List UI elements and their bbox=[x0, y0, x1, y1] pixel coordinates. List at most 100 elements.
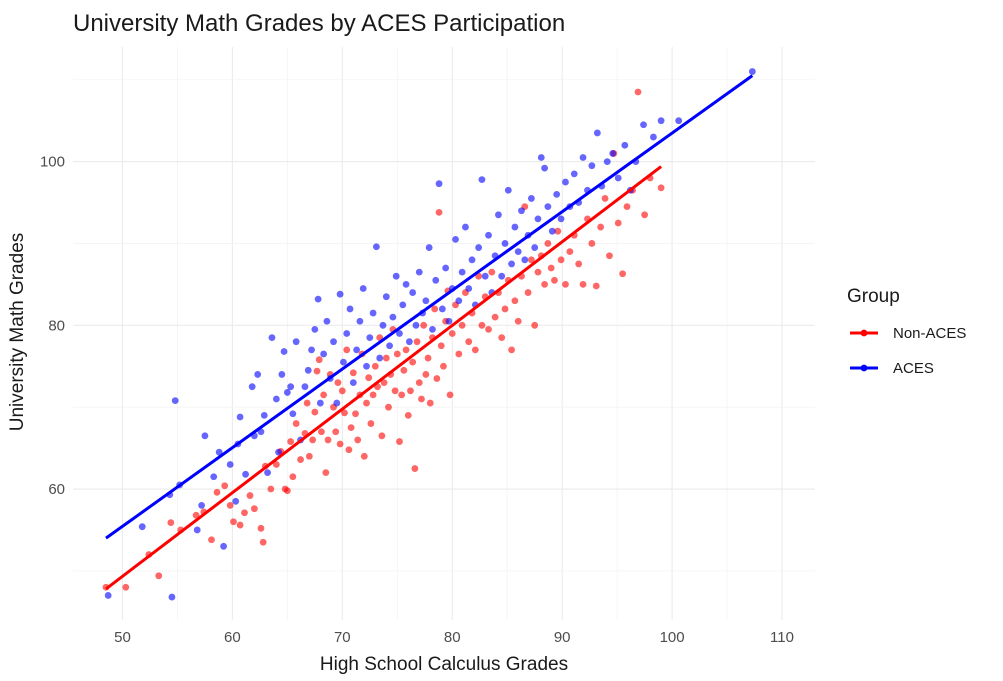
point-aces bbox=[521, 256, 529, 264]
point-non-aces bbox=[352, 410, 359, 418]
point-aces bbox=[452, 235, 459, 243]
y-axis-ticks: 60 80 100 bbox=[40, 154, 65, 498]
point-aces bbox=[369, 309, 377, 317]
point-non-aces bbox=[431, 305, 439, 313]
point-non-aces bbox=[641, 211, 649, 219]
point-aces bbox=[422, 297, 430, 305]
point-non-aces bbox=[122, 583, 130, 591]
point-non-aces bbox=[320, 391, 328, 399]
fit-line-aces bbox=[105, 74, 754, 540]
point-non-aces bbox=[230, 518, 237, 526]
point-non-aces bbox=[579, 280, 587, 288]
point-aces bbox=[485, 231, 492, 239]
point-aces bbox=[495, 211, 502, 219]
point-non-aces bbox=[371, 362, 379, 370]
point-aces bbox=[399, 301, 407, 309]
point-aces bbox=[379, 321, 387, 329]
point-non-aces bbox=[324, 436, 332, 444]
point-aces bbox=[579, 154, 587, 161]
point-aces bbox=[104, 592, 112, 599]
point-non-aces bbox=[297, 456, 304, 463]
point-non-aces bbox=[305, 452, 313, 460]
point-non-aces bbox=[322, 469, 330, 477]
point-non-aces bbox=[311, 408, 319, 416]
point-non-aces bbox=[192, 511, 200, 519]
point-non-aces bbox=[547, 264, 555, 272]
point-non-aces bbox=[448, 330, 456, 337]
point-aces bbox=[531, 244, 539, 251]
fit-line-non-aces bbox=[105, 165, 663, 591]
point-non-aces bbox=[226, 502, 234, 509]
point-aces bbox=[498, 272, 506, 280]
point-aces bbox=[308, 346, 315, 354]
point-aces bbox=[514, 248, 522, 256]
point-non-aces bbox=[250, 505, 258, 513]
point-non-aces bbox=[272, 461, 280, 468]
point-non-aces bbox=[360, 452, 368, 460]
point-aces bbox=[280, 348, 288, 355]
point-non-aces bbox=[501, 305, 509, 313]
y-tick-label: 80 bbox=[48, 317, 65, 334]
point-aces bbox=[501, 240, 509, 247]
point-non-aces bbox=[562, 280, 569, 288]
point-non-aces bbox=[267, 485, 275, 493]
point-non-aces bbox=[491, 313, 499, 321]
point-aces bbox=[504, 186, 512, 194]
point-aces bbox=[412, 321, 420, 329]
point-aces bbox=[292, 338, 300, 346]
point-aces bbox=[314, 295, 322, 303]
point-non-aces bbox=[592, 282, 600, 290]
data-points bbox=[102, 68, 756, 601]
point-non-aces bbox=[634, 88, 642, 96]
point-non-aces bbox=[511, 297, 519, 305]
point-non-aces bbox=[455, 350, 463, 358]
point-aces bbox=[330, 338, 337, 346]
point-non-aces bbox=[407, 387, 414, 395]
point-aces bbox=[675, 117, 683, 125]
point-non-aces bbox=[292, 420, 300, 427]
point-aces bbox=[650, 133, 657, 141]
point-aces bbox=[171, 397, 179, 405]
point-aces bbox=[287, 383, 295, 391]
point-aces bbox=[455, 297, 463, 305]
point-non-aces bbox=[623, 203, 631, 211]
point-non-aces bbox=[409, 358, 417, 366]
point-non-aces bbox=[313, 367, 321, 375]
point-non-aces bbox=[167, 519, 175, 526]
point-non-aces bbox=[318, 428, 325, 436]
point-aces bbox=[537, 154, 545, 161]
point-aces bbox=[392, 272, 400, 280]
point-aces bbox=[557, 215, 565, 223]
point-non-aces bbox=[531, 321, 539, 329]
point-non-aces bbox=[334, 379, 342, 387]
legend-key-point bbox=[860, 329, 868, 337]
point-aces bbox=[478, 176, 486, 184]
point-non-aces bbox=[259, 538, 267, 546]
point-non-aces bbox=[213, 488, 221, 496]
point-aces bbox=[518, 207, 525, 215]
point-non-aces bbox=[554, 227, 562, 235]
point-aces bbox=[356, 317, 364, 325]
point-aces bbox=[268, 334, 276, 341]
point-non-aces bbox=[400, 366, 408, 374]
point-non-aces bbox=[657, 184, 665, 192]
point-non-aces bbox=[341, 409, 348, 417]
point-aces bbox=[363, 362, 370, 370]
legend-entry-non-aces: Non-ACES bbox=[850, 325, 966, 342]
point-aces bbox=[415, 268, 423, 276]
point-aces bbox=[429, 326, 436, 333]
point-non-aces bbox=[422, 371, 430, 378]
point-non-aces bbox=[514, 317, 522, 325]
point-non-aces bbox=[606, 252, 613, 260]
point-non-aces bbox=[498, 334, 506, 341]
point-non-aces bbox=[437, 342, 445, 350]
point-non-aces bbox=[246, 492, 254, 499]
point-aces bbox=[201, 432, 209, 440]
point-non-aces bbox=[418, 395, 425, 403]
legend-entries: Non-ACES ACES bbox=[850, 325, 966, 377]
point-aces bbox=[283, 389, 291, 396]
point-non-aces bbox=[283, 487, 291, 495]
point-aces bbox=[215, 448, 223, 456]
point-aces bbox=[465, 285, 473, 292]
